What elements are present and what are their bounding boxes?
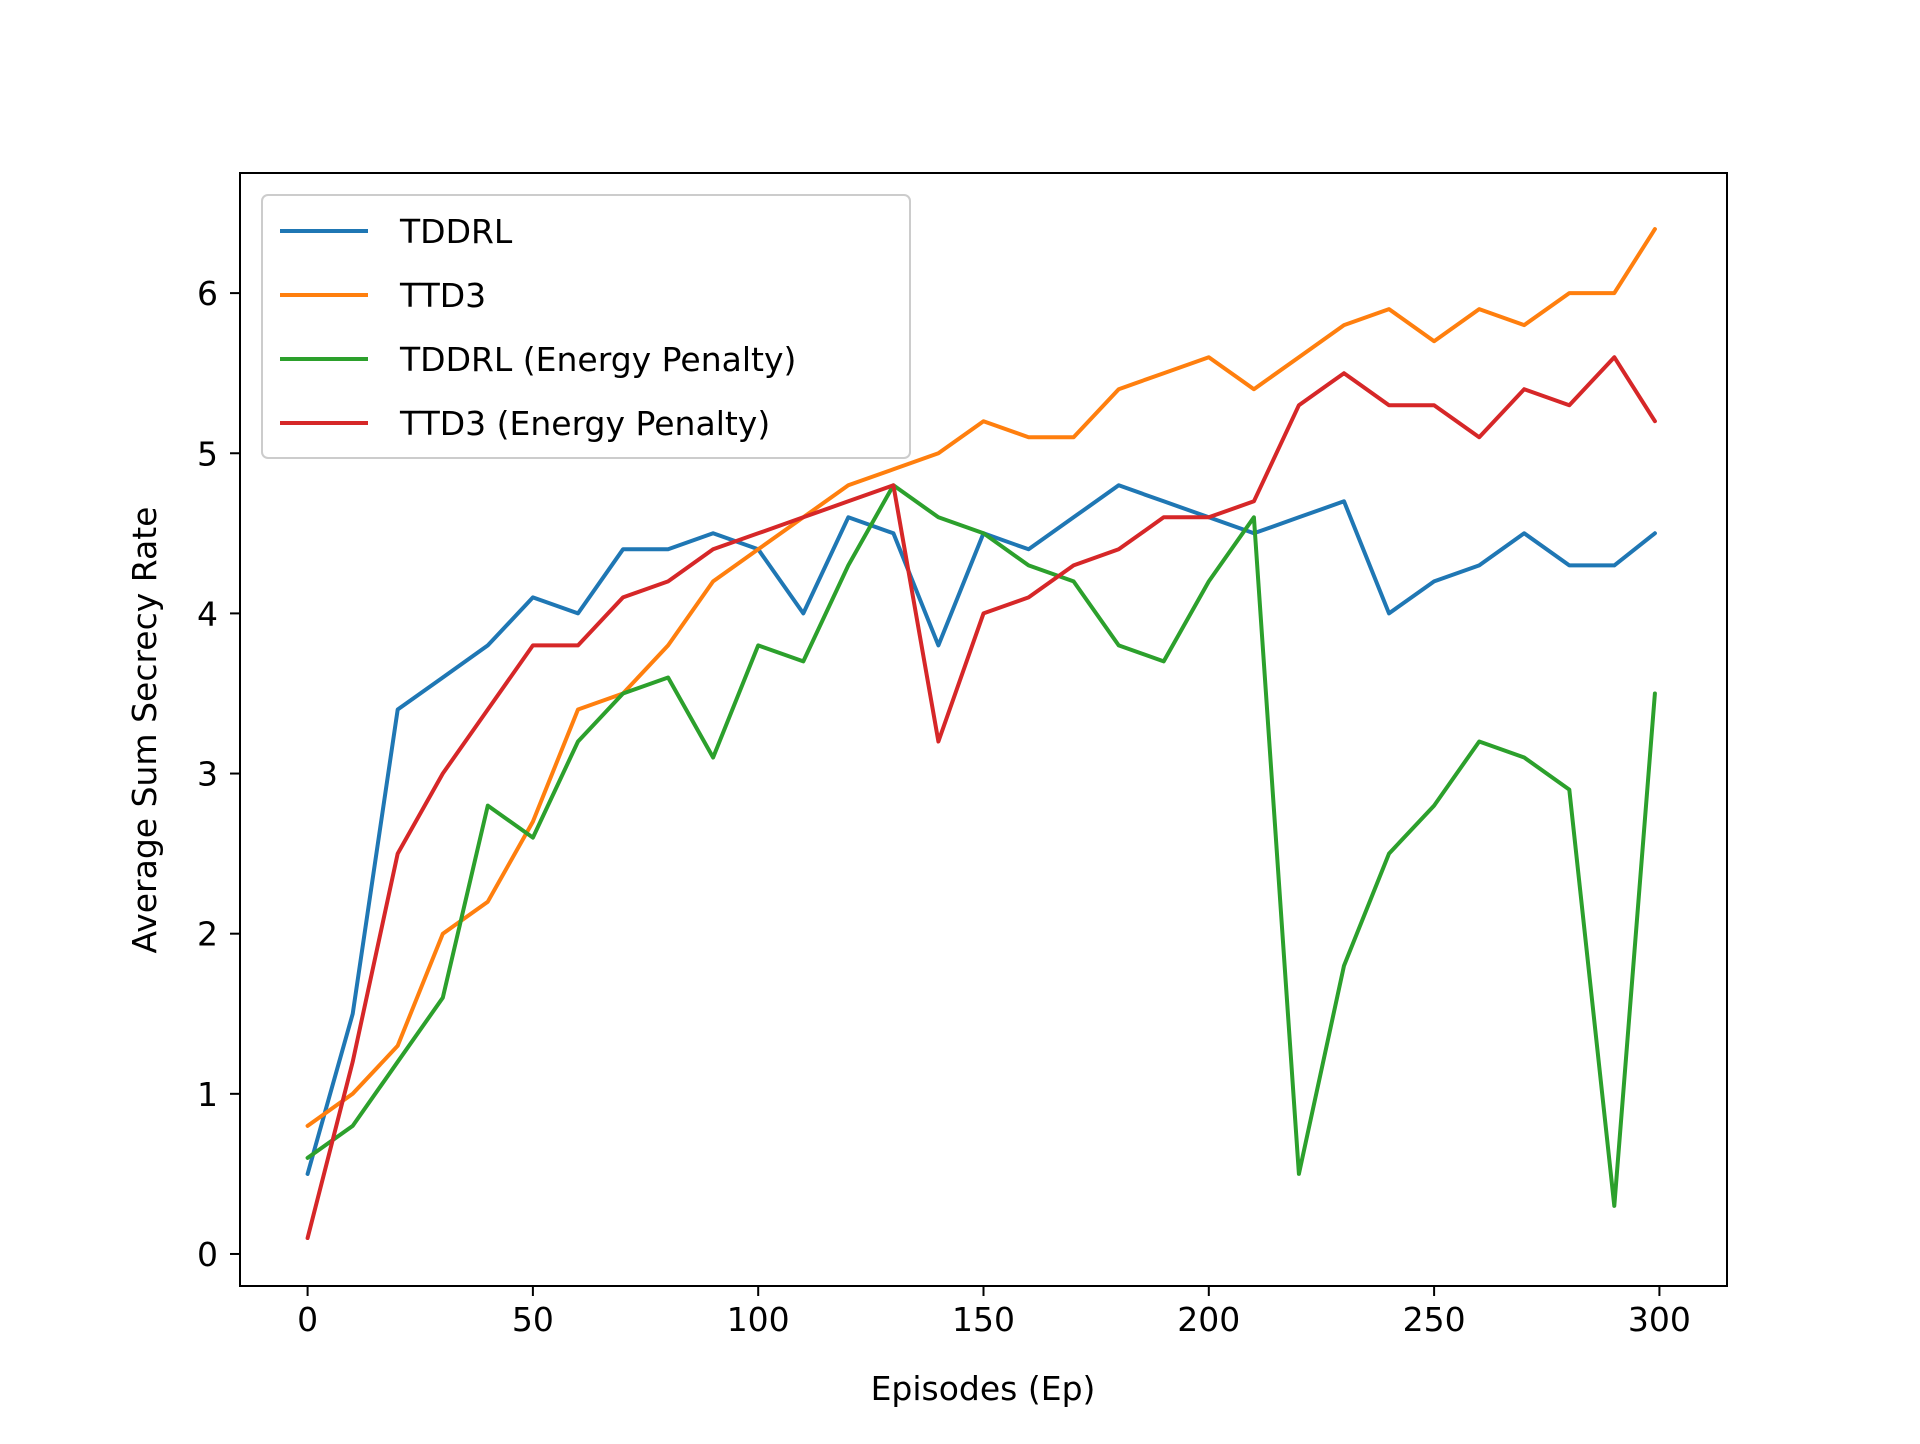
x-axis-label: Episodes (Ep) [871, 1369, 1096, 1408]
y-tick-label: 2 [197, 915, 218, 954]
x-tick-label: 150 [952, 1300, 1015, 1339]
series-layer [305, 227, 1657, 1240]
legend: TDDRL TTD3 TDDRL (Energy Penalty) TTD3 (Ene… [261, 194, 911, 459]
y-tick-label: 1 [197, 1075, 218, 1114]
x-tick-label: 200 [1177, 1300, 1240, 1339]
series-line-3 [305, 483, 1657, 1208]
x-tick-label: 50 [512, 1300, 554, 1339]
series-line-2 [305, 227, 1657, 1128]
x-axis-ticks: 0 50 100 150 200 250 300 [297, 1286, 1691, 1339]
x-tick-label: 250 [1403, 1300, 1466, 1339]
y-axis-label: Average Sum Secrecy Rate [125, 507, 164, 954]
y-tick-label: 6 [197, 274, 218, 313]
legend-box [261, 194, 911, 459]
y-tick-label: 5 [197, 434, 218, 473]
series-line-4 [305, 355, 1657, 1240]
x-tick-label: 0 [297, 1300, 318, 1339]
y-tick-label: 0 [197, 1235, 218, 1274]
x-tick-label: 300 [1628, 1300, 1691, 1339]
legend-items: TDDRL TTD3 TDDRL (Energy Penalty) TTD3 (Ene… [280, 212, 796, 443]
y-tick-label: 3 [197, 755, 218, 794]
y-tick-label: 4 [197, 594, 218, 633]
y-axis-ticks: 0 1 2 3 4 5 6 [197, 274, 240, 1274]
legend-label: TDDRL [399, 212, 513, 251]
legend-label: TTD3 (Energy Penalty) [399, 404, 770, 443]
legend-label: TTD3 [399, 276, 486, 315]
x-tick-label: 100 [727, 1300, 790, 1339]
legend-label: TDDRL (Energy Penalty) [399, 340, 796, 379]
